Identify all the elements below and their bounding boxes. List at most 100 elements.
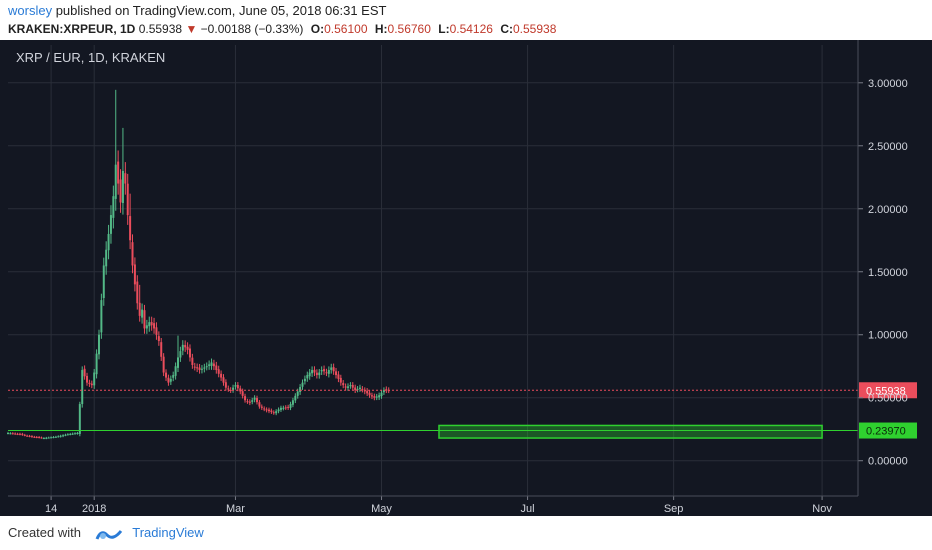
candle-body [291, 400, 294, 405]
candle-body [107, 233, 110, 251]
candle-body [66, 434, 69, 436]
candle-body [169, 378, 172, 382]
candle-body [212, 363, 215, 367]
open-value: 0.56100 [324, 22, 368, 36]
candle-body [270, 410, 273, 413]
candle-body [234, 385, 237, 387]
candle-body [119, 179, 122, 203]
candle-body [155, 327, 158, 335]
candle-body [229, 390, 232, 392]
candle-body [47, 437, 50, 439]
y-tick-label: 1.50000 [868, 267, 908, 279]
candle-body [14, 433, 17, 435]
high-label: H: [374, 22, 388, 36]
x-tick-label: May [371, 503, 392, 515]
candle-body [193, 366, 196, 368]
candle-body [62, 435, 65, 437]
candle-body [358, 387, 361, 389]
candle-body [143, 310, 146, 329]
published-text: published on TradingView.com, June 05, 2… [55, 3, 387, 18]
change-arrow-icon: ▼ [185, 22, 198, 36]
candle-body [179, 351, 182, 358]
candle-body [78, 404, 81, 434]
publish-line: worsley published on TradingView.com, Ju… [8, 3, 386, 18]
candle-body [196, 367, 199, 369]
low-value: 0.54126 [449, 22, 493, 36]
candle-body [349, 385, 352, 387]
high-value: 0.56760 [387, 22, 431, 36]
candle-body [133, 264, 136, 285]
candle-body [9, 433, 12, 435]
candle-body [83, 368, 86, 377]
candle-body [277, 409, 280, 412]
candle-body [129, 216, 132, 241]
candle-body [117, 161, 120, 184]
candle-body [323, 369, 326, 372]
candle-body [188, 348, 191, 358]
tradingview-link[interactable]: TradingView [132, 525, 204, 540]
candle-body [382, 390, 385, 393]
candle-body [222, 377, 225, 383]
candle-body [64, 434, 67, 436]
candle-body [136, 281, 139, 304]
candle-body [253, 397, 256, 400]
candle-body [203, 367, 206, 369]
candle-body [81, 370, 84, 404]
x-tick-label: 2018 [82, 503, 106, 515]
candle-body [308, 372, 311, 377]
candle-body [220, 373, 223, 378]
x-tick-label: Sep [664, 503, 684, 515]
candle-body [184, 344, 187, 348]
candle-body [272, 412, 275, 414]
candle-body [54, 436, 57, 438]
candle-body [88, 382, 91, 384]
last-price: 0.55938 [138, 22, 183, 36]
candle-body [289, 404, 292, 408]
support-label: 0.23970 [866, 426, 906, 438]
candle-body [7, 433, 9, 435]
candle-body [263, 408, 266, 410]
candle-body [256, 398, 259, 403]
candle-body [198, 367, 201, 371]
candle-body [95, 353, 98, 375]
last-price-label: 0.55938 [866, 385, 906, 397]
candle-body [224, 382, 227, 388]
candle-body [93, 372, 96, 386]
support-tag [859, 422, 917, 439]
grid-lines [8, 45, 858, 496]
candle-body [294, 395, 297, 401]
candle-body [351, 384, 354, 388]
candle-body [344, 386, 347, 388]
y-tick-label: 1.00000 [868, 330, 908, 342]
candle-body [112, 196, 115, 218]
candle-body [337, 374, 340, 379]
candle-body [282, 407, 285, 409]
plot-area [8, 45, 858, 496]
candle-body [157, 336, 160, 342]
last-price-tag [859, 382, 917, 399]
candle-body [28, 435, 31, 437]
candle-body [172, 375, 175, 378]
symbol-label: KRAKEN:XRPEUR, 1D [8, 22, 136, 36]
y-tick-label: 2.00000 [868, 204, 908, 216]
candle-body [97, 334, 100, 355]
candle-body [330, 367, 333, 370]
candle-body [342, 383, 345, 386]
candle-body [59, 435, 62, 437]
candle-body [241, 391, 244, 396]
price-chart[interactable]: 0.55938 0.23970 3.00000 2.50000 2.00000 1.50… [0, 40, 932, 516]
candle-body [102, 265, 105, 299]
x-axis: 14 2018 Mar May Jul Sep Nov [8, 495, 858, 515]
candle-body [18, 433, 21, 435]
candle-body [160, 342, 163, 357]
candle-body [368, 392, 371, 396]
author-link[interactable]: worsley [8, 3, 53, 18]
candle-body [186, 346, 189, 350]
candle-body [141, 309, 144, 318]
open-label: O: [310, 22, 325, 36]
candle-body [210, 362, 213, 366]
candle-body [38, 436, 41, 438]
candle-body [301, 382, 304, 387]
candle-body [354, 387, 357, 391]
candle-body [23, 434, 26, 436]
